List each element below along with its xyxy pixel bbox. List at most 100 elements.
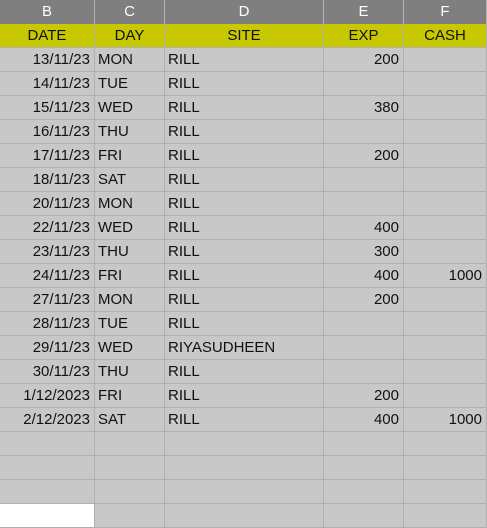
cash-cell[interactable]: 1000 xyxy=(404,408,487,432)
cash-cell[interactable] xyxy=(404,168,487,192)
date-cell[interactable]: 1/12/2023 xyxy=(0,384,95,408)
empty-cell[interactable] xyxy=(324,480,404,504)
exp-cell[interactable]: 400 xyxy=(324,216,404,240)
header-cell-site[interactable]: SITE xyxy=(165,24,324,48)
exp-cell[interactable]: 200 xyxy=(324,384,404,408)
exp-cell[interactable] xyxy=(324,192,404,216)
day-cell[interactable]: MON xyxy=(95,48,165,72)
empty-cell[interactable] xyxy=(165,432,324,456)
day-cell[interactable]: MON xyxy=(95,192,165,216)
site-cell[interactable]: RILL xyxy=(165,144,324,168)
day-cell[interactable]: WED xyxy=(95,336,165,360)
site-cell[interactable]: RILL xyxy=(165,240,324,264)
cash-cell[interactable] xyxy=(404,120,487,144)
header-cell-date[interactable]: DATE xyxy=(0,24,95,48)
site-cell[interactable]: RILL xyxy=(165,312,324,336)
date-cell[interactable]: 27/11/23 xyxy=(0,288,95,312)
empty-cell[interactable] xyxy=(165,480,324,504)
column-header-e[interactable]: E xyxy=(324,0,404,24)
site-cell[interactable]: RILL xyxy=(165,216,324,240)
empty-cell[interactable] xyxy=(0,456,95,480)
empty-cell[interactable] xyxy=(95,432,165,456)
date-cell[interactable]: 17/11/23 xyxy=(0,144,95,168)
empty-cell[interactable] xyxy=(324,504,404,528)
day-cell[interactable]: FRI xyxy=(95,384,165,408)
exp-cell[interactable] xyxy=(324,336,404,360)
site-cell[interactable]: RILL xyxy=(165,264,324,288)
date-cell[interactable]: 15/11/23 xyxy=(0,96,95,120)
empty-cell[interactable] xyxy=(324,456,404,480)
empty-cell[interactable] xyxy=(404,456,487,480)
site-cell[interactable]: RILL xyxy=(165,192,324,216)
day-cell[interactable]: FRI xyxy=(95,264,165,288)
day-cell[interactable]: FRI xyxy=(95,144,165,168)
exp-cell[interactable] xyxy=(324,312,404,336)
cash-cell[interactable] xyxy=(404,360,487,384)
site-cell[interactable]: RILL xyxy=(165,96,324,120)
cash-cell[interactable] xyxy=(404,96,487,120)
empty-cell[interactable] xyxy=(165,456,324,480)
exp-cell[interactable]: 200 xyxy=(324,144,404,168)
day-cell[interactable]: TUE xyxy=(95,72,165,96)
empty-cell[interactable] xyxy=(404,504,487,528)
exp-cell[interactable]: 400 xyxy=(324,264,404,288)
empty-cell[interactable] xyxy=(95,504,165,528)
date-cell[interactable]: 18/11/23 xyxy=(0,168,95,192)
header-cell-exp[interactable]: EXP xyxy=(324,24,404,48)
site-cell[interactable]: RILL xyxy=(165,288,324,312)
column-header-d[interactable]: D xyxy=(165,0,324,24)
exp-cell[interactable]: 200 xyxy=(324,48,404,72)
date-cell[interactable]: 13/11/23 xyxy=(0,48,95,72)
empty-cell[interactable] xyxy=(404,432,487,456)
date-cell[interactable]: 22/11/23 xyxy=(0,216,95,240)
exp-cell[interactable]: 200 xyxy=(324,288,404,312)
header-cell-day[interactable]: DAY xyxy=(95,24,165,48)
day-cell[interactable]: THU xyxy=(95,120,165,144)
empty-cell[interactable] xyxy=(95,480,165,504)
cash-cell[interactable] xyxy=(404,240,487,264)
header-cell-cash[interactable]: CASH xyxy=(404,24,487,48)
date-cell[interactable]: 14/11/23 xyxy=(0,72,95,96)
cash-cell[interactable] xyxy=(404,336,487,360)
column-header-b[interactable]: B xyxy=(0,0,95,24)
day-cell[interactable]: SAT xyxy=(95,408,165,432)
column-header-c[interactable]: C xyxy=(95,0,165,24)
cash-cell[interactable]: 1000 xyxy=(404,264,487,288)
date-cell[interactable]: 30/11/23 xyxy=(0,360,95,384)
site-cell[interactable]: RILL xyxy=(165,384,324,408)
empty-cell[interactable] xyxy=(0,504,95,528)
date-cell[interactable]: 16/11/23 xyxy=(0,120,95,144)
empty-cell[interactable] xyxy=(95,456,165,480)
exp-cell[interactable]: 380 xyxy=(324,96,404,120)
day-cell[interactable]: WED xyxy=(95,216,165,240)
exp-cell[interactable] xyxy=(324,72,404,96)
site-cell[interactable]: RILL xyxy=(165,408,324,432)
date-cell[interactable]: 29/11/23 xyxy=(0,336,95,360)
empty-cell[interactable] xyxy=(165,504,324,528)
date-cell[interactable]: 24/11/23 xyxy=(0,264,95,288)
site-cell[interactable]: RIYASUDHEEN xyxy=(165,336,324,360)
cash-cell[interactable] xyxy=(404,48,487,72)
date-cell[interactable]: 23/11/23 xyxy=(0,240,95,264)
cash-cell[interactable] xyxy=(404,192,487,216)
cash-cell[interactable] xyxy=(404,144,487,168)
column-header-f[interactable]: F xyxy=(404,0,487,24)
day-cell[interactable]: MON xyxy=(95,288,165,312)
day-cell[interactable]: THU xyxy=(95,240,165,264)
date-cell[interactable]: 2/12/2023 xyxy=(0,408,95,432)
cash-cell[interactable] xyxy=(404,288,487,312)
exp-cell[interactable] xyxy=(324,360,404,384)
day-cell[interactable]: WED xyxy=(95,96,165,120)
date-cell[interactable]: 28/11/23 xyxy=(0,312,95,336)
day-cell[interactable]: TUE xyxy=(95,312,165,336)
exp-cell[interactable] xyxy=(324,168,404,192)
day-cell[interactable]: THU xyxy=(95,360,165,384)
site-cell[interactable]: RILL xyxy=(165,168,324,192)
exp-cell[interactable]: 300 xyxy=(324,240,404,264)
cash-cell[interactable] xyxy=(404,216,487,240)
exp-cell[interactable] xyxy=(324,120,404,144)
site-cell[interactable]: RILL xyxy=(165,360,324,384)
date-cell[interactable]: 20/11/23 xyxy=(0,192,95,216)
site-cell[interactable]: RILL xyxy=(165,72,324,96)
cash-cell[interactable] xyxy=(404,384,487,408)
